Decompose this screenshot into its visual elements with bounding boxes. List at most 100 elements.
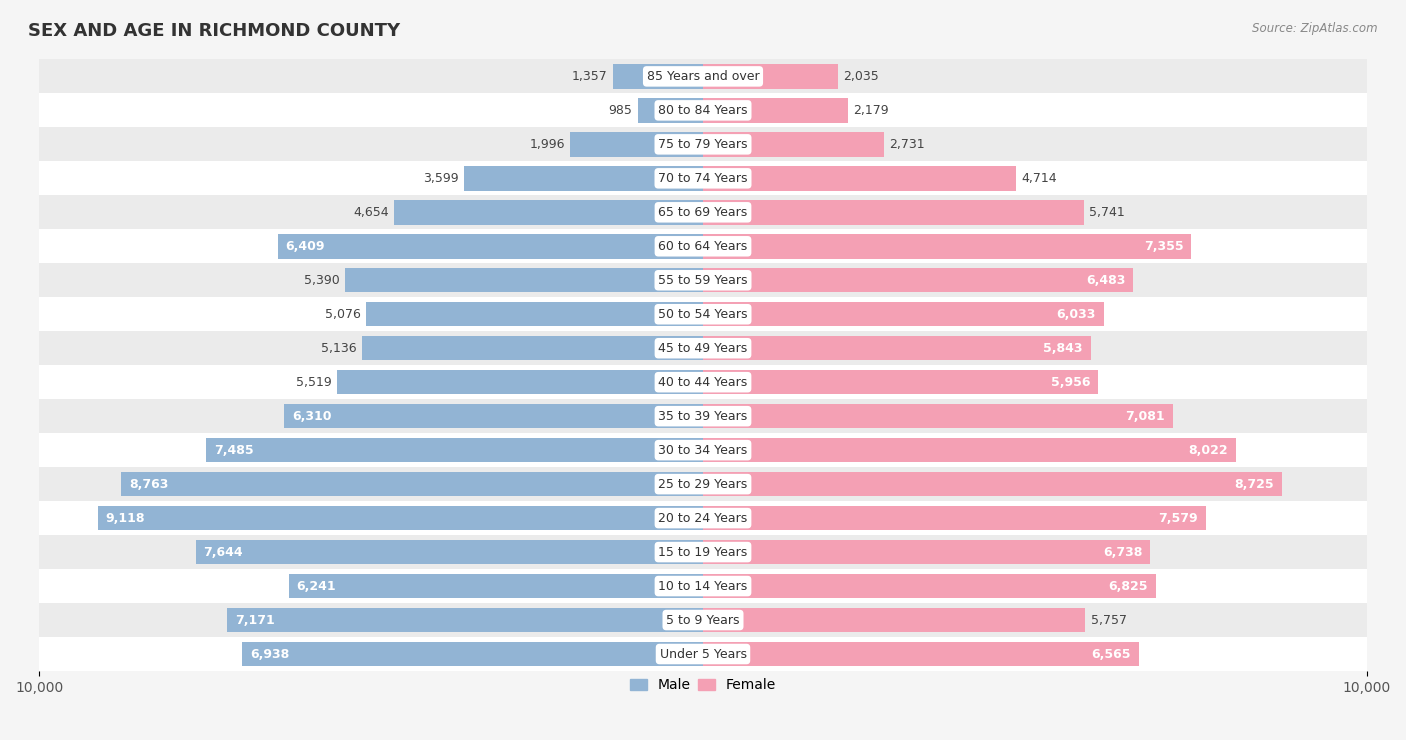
Bar xyxy=(39,93,1367,127)
Text: 50 to 54 Years: 50 to 54 Years xyxy=(658,308,748,320)
Bar xyxy=(361,336,703,360)
Text: 6,409: 6,409 xyxy=(285,240,325,253)
Text: 5,741: 5,741 xyxy=(1090,206,1125,219)
Text: 55 to 59 Years: 55 to 59 Years xyxy=(658,274,748,287)
Bar xyxy=(703,608,1085,632)
Bar xyxy=(195,540,703,565)
Text: 2,731: 2,731 xyxy=(890,138,925,151)
Text: 30 to 34 Years: 30 to 34 Years xyxy=(658,444,748,457)
Text: 8,763: 8,763 xyxy=(129,477,169,491)
Bar xyxy=(207,438,703,462)
Bar xyxy=(703,472,1282,497)
Text: SEX AND AGE IN RICHMOND COUNTY: SEX AND AGE IN RICHMOND COUNTY xyxy=(28,22,401,40)
Text: 85 Years and over: 85 Years and over xyxy=(647,70,759,83)
Text: 7,485: 7,485 xyxy=(214,444,253,457)
Text: 6,310: 6,310 xyxy=(292,410,332,423)
Text: 2,035: 2,035 xyxy=(844,70,879,83)
Bar xyxy=(39,195,1367,229)
Bar xyxy=(703,404,1173,428)
Text: 6,825: 6,825 xyxy=(1108,579,1149,593)
Text: 75 to 79 Years: 75 to 79 Years xyxy=(658,138,748,151)
Text: 6,938: 6,938 xyxy=(250,648,290,661)
Text: 7,355: 7,355 xyxy=(1143,240,1184,253)
Bar xyxy=(39,535,1367,569)
Bar xyxy=(39,501,1367,535)
Text: 10 to 14 Years: 10 to 14 Years xyxy=(658,579,748,593)
Bar xyxy=(703,166,1017,191)
Text: Under 5 Years: Under 5 Years xyxy=(659,648,747,661)
Text: 80 to 84 Years: 80 to 84 Years xyxy=(658,104,748,117)
Bar xyxy=(703,642,1139,666)
Text: 5,136: 5,136 xyxy=(321,342,357,354)
Bar xyxy=(613,64,703,89)
Text: 3,599: 3,599 xyxy=(423,172,458,185)
Bar xyxy=(703,540,1150,565)
Text: 7,171: 7,171 xyxy=(235,613,274,627)
Text: 7,644: 7,644 xyxy=(204,545,243,559)
Bar xyxy=(703,302,1104,326)
Text: 6,565: 6,565 xyxy=(1091,648,1130,661)
Legend: Male, Female: Male, Female xyxy=(624,673,782,698)
Text: 45 to 49 Years: 45 to 49 Years xyxy=(658,342,748,354)
Bar xyxy=(39,229,1367,263)
Bar xyxy=(366,302,703,326)
Bar xyxy=(242,642,703,666)
Text: 6,738: 6,738 xyxy=(1102,545,1142,559)
Bar xyxy=(464,166,703,191)
Text: 4,714: 4,714 xyxy=(1021,172,1057,185)
Bar xyxy=(703,370,1098,394)
Text: 5,519: 5,519 xyxy=(295,376,332,388)
Text: 15 to 19 Years: 15 to 19 Years xyxy=(658,545,748,559)
Bar xyxy=(703,132,884,157)
Text: 25 to 29 Years: 25 to 29 Years xyxy=(658,477,748,491)
Bar xyxy=(39,399,1367,433)
Text: 6,033: 6,033 xyxy=(1056,308,1095,320)
Text: 5,956: 5,956 xyxy=(1050,376,1091,388)
Bar xyxy=(39,59,1367,93)
Text: 1,357: 1,357 xyxy=(572,70,607,83)
Bar xyxy=(97,506,703,531)
Bar xyxy=(39,467,1367,501)
Bar xyxy=(121,472,703,497)
Text: 5,757: 5,757 xyxy=(1091,613,1126,627)
Bar xyxy=(344,268,703,292)
Text: Source: ZipAtlas.com: Source: ZipAtlas.com xyxy=(1253,22,1378,36)
Bar xyxy=(39,366,1367,399)
Bar xyxy=(226,608,703,632)
Bar xyxy=(39,161,1367,195)
Text: 7,081: 7,081 xyxy=(1125,410,1166,423)
Text: 985: 985 xyxy=(609,104,633,117)
Text: 5,390: 5,390 xyxy=(304,274,340,287)
Text: 5,076: 5,076 xyxy=(325,308,361,320)
Bar xyxy=(277,234,703,258)
Text: 60 to 64 Years: 60 to 64 Years xyxy=(658,240,748,253)
Bar xyxy=(39,433,1367,467)
Bar xyxy=(703,336,1091,360)
Bar xyxy=(39,569,1367,603)
Bar xyxy=(284,404,703,428)
Bar xyxy=(39,297,1367,332)
Text: 5 to 9 Years: 5 to 9 Years xyxy=(666,613,740,627)
Bar xyxy=(39,637,1367,671)
Text: 6,241: 6,241 xyxy=(297,579,336,593)
Bar xyxy=(703,506,1206,531)
Bar xyxy=(703,64,838,89)
Text: 2,179: 2,179 xyxy=(853,104,889,117)
Text: 65 to 69 Years: 65 to 69 Years xyxy=(658,206,748,219)
Bar xyxy=(703,268,1133,292)
Text: 8,725: 8,725 xyxy=(1234,477,1274,491)
Bar xyxy=(39,332,1367,366)
Bar xyxy=(703,574,1156,599)
Bar xyxy=(703,98,848,123)
Bar xyxy=(637,98,703,123)
Bar xyxy=(288,574,703,599)
Text: 9,118: 9,118 xyxy=(105,511,145,525)
Text: 8,022: 8,022 xyxy=(1188,444,1227,457)
Text: 70 to 74 Years: 70 to 74 Years xyxy=(658,172,748,185)
Text: 40 to 44 Years: 40 to 44 Years xyxy=(658,376,748,388)
Bar xyxy=(703,438,1236,462)
Text: 4,654: 4,654 xyxy=(353,206,388,219)
Bar xyxy=(39,603,1367,637)
Text: 1,996: 1,996 xyxy=(530,138,565,151)
Bar xyxy=(39,263,1367,297)
